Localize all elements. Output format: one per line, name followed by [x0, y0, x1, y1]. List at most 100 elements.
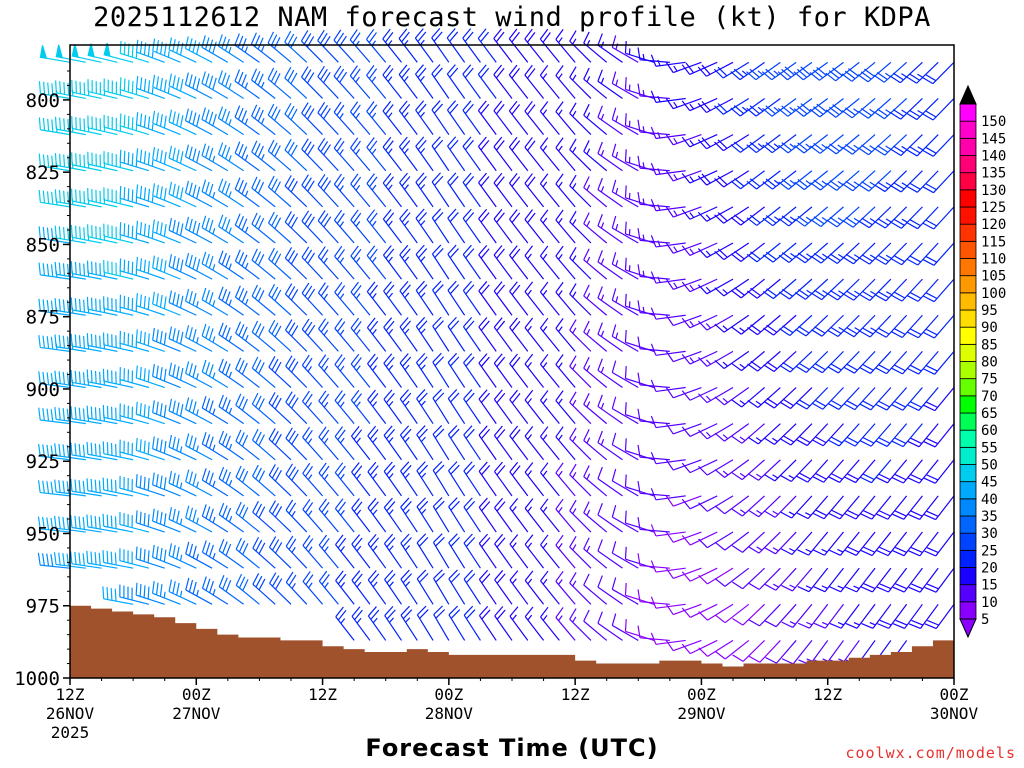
wind-barb-feather	[665, 567, 674, 579]
wind-barb	[597, 611, 623, 641]
wind-barb-half-feather	[600, 438, 605, 446]
wind-barb-feather	[845, 217, 857, 225]
wind-barb	[119, 149, 150, 172]
wind-barb-feather	[924, 73, 937, 82]
wind-barb-feather	[650, 632, 657, 645]
wind-barb-feather	[212, 77, 217, 90]
wind-barb-feather	[98, 516, 101, 530]
wind-barb-half-feather	[179, 446, 183, 453]
wind-barb-feather	[781, 252, 793, 261]
wind-barb-feather	[399, 389, 409, 400]
wind-barb-staff	[689, 423, 718, 437]
wind-barb-feather	[251, 212, 258, 225]
wind-barb-feather	[527, 140, 536, 151]
wind-barb	[650, 162, 686, 176]
wind-barb-staff	[268, 402, 292, 425]
wind-barb-feather	[828, 106, 840, 116]
wind-barb	[70, 442, 102, 461]
wind-barb-feather	[110, 551, 113, 565]
wind-barb-feather	[714, 214, 725, 224]
wind-barb-feather	[46, 444, 50, 458]
wind-barb-feather	[50, 228, 54, 241]
wind-barb-feather	[119, 77, 122, 90]
wind-barb-feather	[861, 181, 873, 189]
wind-barb-staff	[56, 201, 86, 208]
wind-barb-feather	[352, 176, 362, 188]
wind-barb-feather	[433, 103, 443, 114]
wind-barb-staff	[235, 548, 260, 569]
wind-barb-staff	[872, 603, 892, 629]
wind-barb-feather	[78, 371, 81, 384]
wind-barb-feather	[447, 425, 458, 435]
wind-barb-staff	[251, 295, 276, 316]
wind-barb-feather	[42, 81, 46, 95]
wind-barb	[54, 261, 86, 280]
wind-barb-staff	[917, 206, 939, 230]
wind-barb-staff	[416, 542, 434, 569]
wind-barb-staff	[639, 637, 670, 642]
wind-barb-feather	[464, 67, 474, 78]
wind-barb-staff	[367, 363, 387, 388]
wind-barb	[637, 553, 670, 569]
wind-barb-feather	[496, 501, 506, 512]
wind-barb-staff	[119, 451, 150, 461]
y-tick-label: 975	[26, 596, 60, 618]
wind-barb-feather	[908, 513, 920, 521]
wind-barb-feather	[697, 248, 708, 258]
wind-barb-staff	[824, 603, 844, 629]
wind-barb-feather	[527, 104, 536, 115]
wind-barb-staff	[477, 74, 497, 99]
wind-barb-feather	[814, 436, 827, 444]
wind-barb	[86, 260, 118, 280]
wind-barb-staff	[119, 270, 150, 280]
wind-barb-staff	[808, 567, 829, 593]
wind-barb-feather	[353, 393, 362, 404]
wind-barb-staff	[463, 506, 481, 533]
wind-barb-feather	[540, 570, 549, 582]
wind-barb-half-feather	[388, 581, 394, 587]
wind-barb	[637, 264, 670, 280]
wind-barb-half-feather	[339, 365, 345, 372]
wind-barb-feather	[383, 425, 393, 436]
wind-barb-feather	[54, 298, 57, 311]
wind-barb-feather	[697, 211, 708, 222]
wind-barb-half-feather	[572, 399, 577, 406]
wind-barb-feather	[172, 75, 176, 88]
wind-barb-feather	[650, 307, 657, 320]
wind-barb-feather	[337, 393, 346, 405]
wind-barb-feather	[624, 582, 627, 596]
wind-barb	[383, 533, 402, 569]
wind-barb-staff	[508, 146, 529, 172]
wind-barb-staff	[218, 225, 244, 244]
wind-barb	[135, 437, 165, 461]
wind-barb	[509, 281, 529, 316]
wind-barb-staff	[809, 603, 829, 629]
wind-barb-feather	[257, 181, 265, 194]
wind-barb-staff	[493, 326, 513, 352]
wind-barb-staff	[235, 440, 260, 461]
wind-barb-feather	[402, 356, 412, 367]
wind-barb	[318, 390, 339, 425]
wind-barb	[431, 172, 450, 208]
wind-barb-feather	[730, 180, 741, 190]
wind-barb-staff	[919, 603, 939, 629]
wind-barb-feather	[238, 504, 246, 517]
wind-barb-staff	[201, 335, 229, 352]
wind-barb-staff	[854, 350, 876, 374]
wind-barb-feather	[323, 108, 331, 120]
wind-barb	[268, 211, 292, 244]
wind-barb	[463, 533, 481, 569]
wind-barb-feather	[860, 549, 873, 557]
wind-barb-feather	[861, 254, 873, 262]
wind-barb-feather	[583, 501, 590, 514]
wind-barb	[301, 246, 324, 280]
wind-barb-staff	[756, 206, 781, 226]
wind-barb	[597, 430, 623, 461]
wind-barb	[611, 360, 639, 389]
wind-barb-feather	[258, 434, 265, 446]
wind-barb-half-feather	[405, 581, 411, 587]
wind-barb-feather	[779, 328, 791, 337]
wind-barb	[416, 425, 434, 461]
wind-barb-feather	[418, 284, 428, 295]
wind-barb-feather	[90, 406, 93, 419]
